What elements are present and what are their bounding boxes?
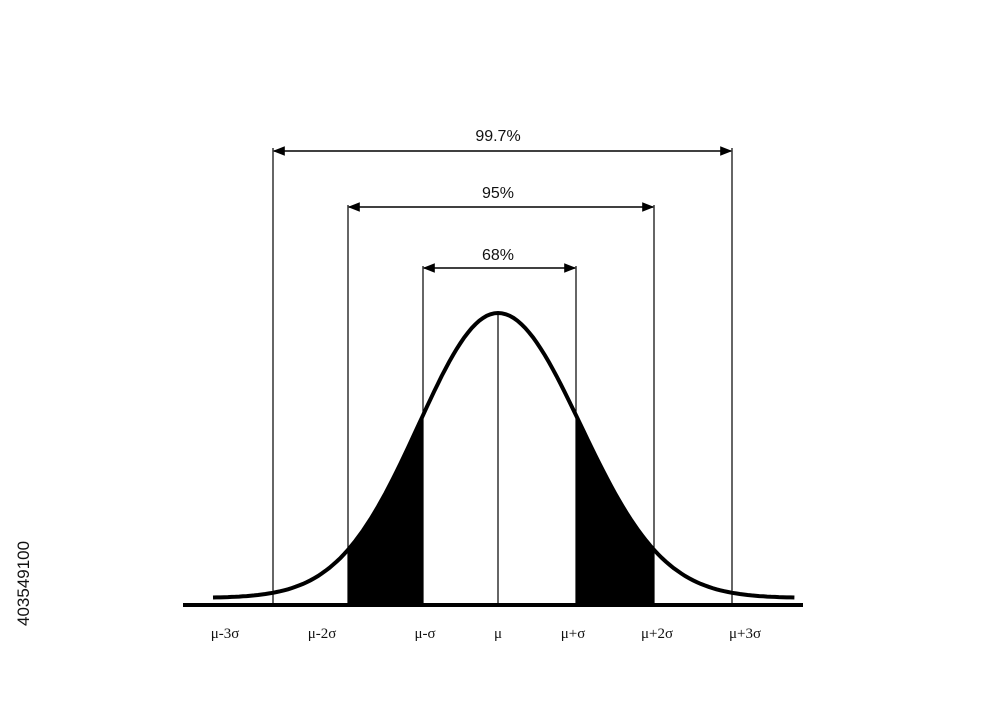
tick-label-plus-1-sigma: μ+σ [561,626,586,642]
shaded-region-right [576,415,654,605]
interval-label-68: 68% [482,247,514,264]
bell-curve [212,310,795,600]
interval-label-95: 95% [482,185,514,202]
stock-id-watermark: 403549100 [14,541,33,626]
stock-id-text: 403549100 [14,541,33,626]
interval-label-99-7: 99.7% [475,128,520,145]
shaded-region-left [348,415,423,605]
sigma-guide-lines [272,148,733,605]
tick-label-minus-3-sigma: μ-3σ [211,626,240,642]
tick-label-minus-1-sigma: μ-σ [414,626,435,642]
tick-label-mean: μ [494,626,502,642]
tick-label-plus-3-sigma: μ+3σ [729,626,761,642]
tick-label-minus-2-sigma: μ-2σ [308,626,337,642]
tick-label-plus-2-sigma: μ+2σ [641,626,673,642]
